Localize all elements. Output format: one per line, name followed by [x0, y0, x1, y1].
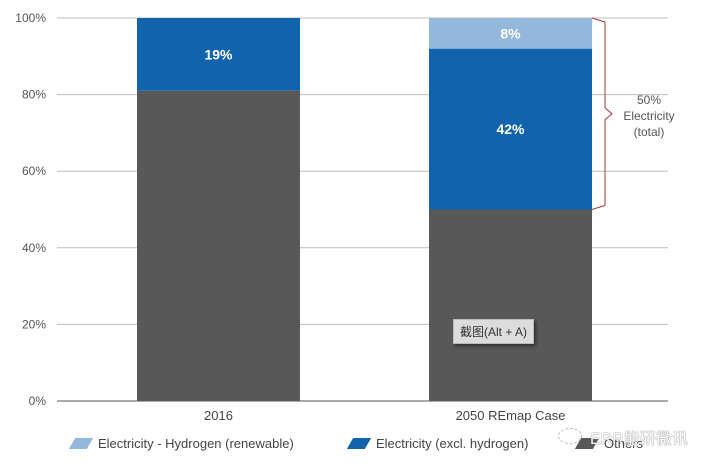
annotation-text: (total) — [634, 125, 665, 139]
legend-swatch-electricity — [346, 438, 372, 449]
legend-label-hydrogen: Electricity - Hydrogen (renewable) — [98, 436, 294, 451]
stacked-bar-chart: 0% 20% 40% 60% 80% 100% 19% 42% 8% 2016 2050 REm… — [15, 11, 675, 423]
data-labels: 19% 42% 8% — [204, 25, 525, 137]
legend-label-electricity: Electricity (excl. hydrogen) — [376, 436, 529, 451]
bracket — [591, 17, 613, 210]
x-category-label: 2016 — [204, 408, 233, 423]
watermark: ERR能研微讯 — [590, 431, 688, 448]
data-label: 8% — [500, 25, 521, 41]
bars — [137, 18, 592, 402]
x-category-label: 2050 REmap Case — [456, 408, 566, 423]
y-tick-label: 80% — [22, 88, 46, 102]
legend-item-hydrogen: Electricity - Hydrogen (renewable) — [68, 436, 294, 451]
data-label: 42% — [496, 121, 525, 137]
y-axis-ticks: 0% 20% 40% 60% 80% 100% — [15, 11, 46, 408]
legend-label-others: Others — [604, 436, 644, 451]
bar-segment — [429, 18, 592, 49]
legend-item-others: Others — [574, 436, 644, 451]
data-label: 19% — [204, 46, 233, 62]
bar-segment — [429, 209, 592, 401]
x-axis-categories: 2016 2050 REmap Case — [204, 408, 565, 423]
legend-item-electricity: Electricity (excl. hydrogen) — [346, 436, 529, 451]
annotation-text: 50% — [637, 93, 661, 107]
y-tick-label: 60% — [22, 164, 46, 178]
bar-segment — [137, 18, 300, 91]
y-tick-label: 0% — [29, 394, 47, 408]
bar-segment — [137, 90, 300, 402]
y-tick-label: 100% — [15, 11, 46, 25]
annotation-text: Electricity — [623, 109, 674, 123]
legend-swatch-hydrogen — [68, 438, 94, 449]
bar-segment — [429, 48, 592, 210]
y-tick-label: 40% — [22, 241, 46, 255]
electricity-total-annotation: 50% Electricity (total) — [591, 17, 675, 210]
screenshot-tooltip: 截图(Alt + A) — [453, 319, 535, 344]
y-tick-label: 20% — [22, 317, 46, 331]
legend: Electricity - Hydrogen (renewable) Elect… — [0, 436, 708, 460]
watermark-logo-icon — [558, 428, 582, 444]
